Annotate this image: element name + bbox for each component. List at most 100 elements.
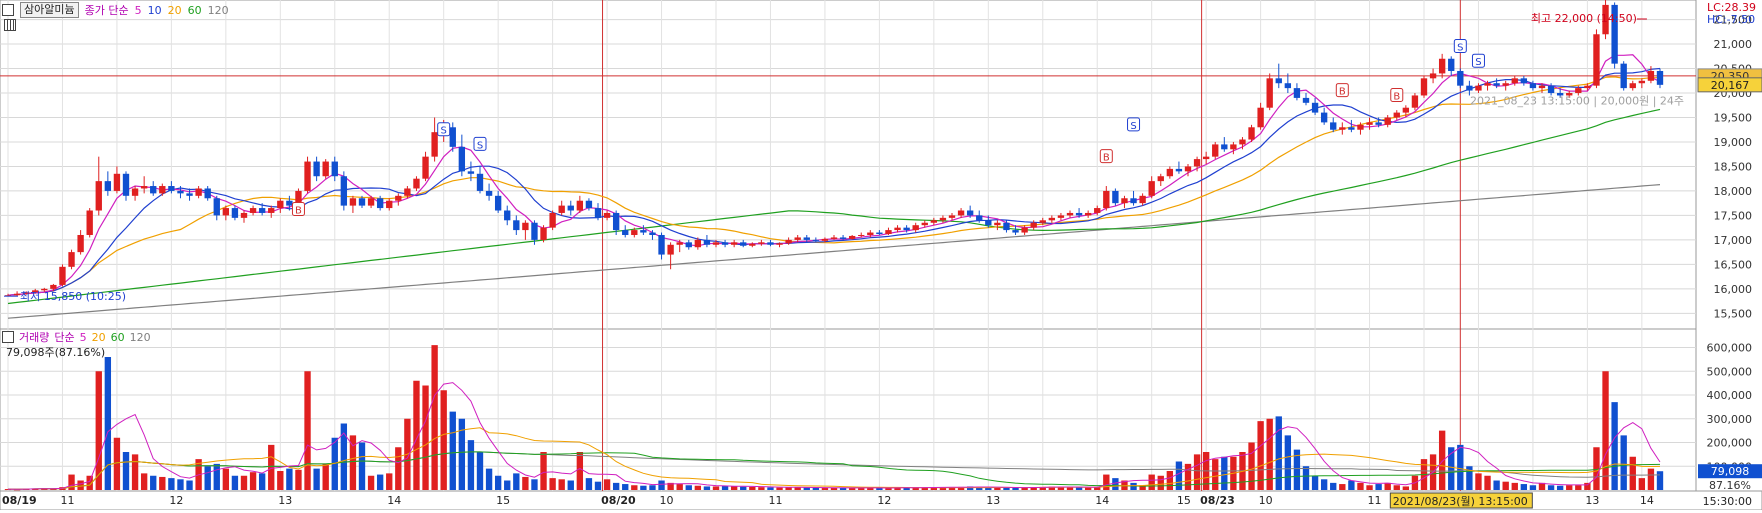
volume-bar [776, 487, 783, 490]
x-axis-label: 13 [1585, 494, 1599, 507]
volume-bar [1266, 418, 1273, 490]
signal-text: 2021_08_23 13:15:00 | 20,000원 | 24주 [1470, 94, 1684, 107]
signal-letter: S [441, 126, 447, 137]
volume-bar [1629, 456, 1636, 490]
volume-bar [476, 452, 484, 490]
volume-bar [1366, 485, 1373, 490]
candle-body [1257, 107, 1264, 128]
ma-period-120: 120 [207, 3, 229, 17]
candle-body [104, 181, 112, 191]
volume-bar [268, 444, 275, 490]
volume-bar [349, 435, 357, 490]
candle-body [676, 242, 683, 245]
volume-bar [939, 487, 947, 490]
candle-body [168, 186, 175, 191]
candle-body [13, 293, 21, 296]
candle-body [985, 220, 992, 226]
current-volume-box [1698, 464, 1762, 479]
volume-bar [1511, 482, 1518, 490]
volume-bar [422, 385, 429, 490]
volume-bar [594, 481, 602, 490]
volume-bar [1212, 459, 1219, 490]
volume-bar [1275, 416, 1282, 490]
stock-name[interactable]: 삼아알미늄 [20, 2, 79, 18]
candle-body [957, 210, 965, 216]
volume-bar [95, 371, 102, 490]
candle-body [1647, 70, 1655, 81]
candle-body [821, 238, 829, 241]
candle-body [485, 190, 493, 196]
candle-body [86, 210, 93, 235]
volume-bar [322, 463, 329, 490]
volume-bar [1575, 485, 1582, 490]
volume-bar [177, 479, 184, 490]
ma-period-10: 10 [147, 3, 162, 17]
candle-body [1266, 78, 1273, 108]
candle-body [730, 242, 738, 245]
volume-bar [77, 480, 84, 490]
volume-bar [249, 472, 257, 490]
volume-bar [749, 486, 756, 490]
candle-body [313, 161, 320, 177]
cursor-date-label: 2021/08/23(월) 13:15:00 [1393, 495, 1528, 508]
current-volume: 79,098주(87.16%) [6, 346, 106, 359]
candle-body [1330, 122, 1337, 130]
candle-body [476, 173, 484, 191]
lc-hc-readout: LC:28.39 HC:-7.50 [1707, 2, 1756, 26]
volume-settings-icon[interactable] [2, 331, 14, 343]
candle-body [567, 205, 574, 211]
ma-label: 종가 단순 [84, 4, 129, 17]
signal-box [1390, 87, 1404, 102]
volume-bar [1330, 482, 1337, 490]
volume-bar [1193, 454, 1201, 490]
volume-bar [1066, 487, 1074, 490]
signal-letter: S [477, 140, 483, 151]
volume-bar [1393, 485, 1400, 490]
volume-bar [1547, 485, 1555, 490]
volume-bar [1021, 487, 1028, 490]
candle-body [1438, 58, 1446, 74]
volume-bar [740, 486, 747, 490]
candle-body [331, 161, 338, 177]
volume-bar [730, 486, 738, 490]
candle-body [1148, 181, 1155, 196]
volume-bar [504, 480, 511, 490]
grid-toggle-icon[interactable] [4, 19, 16, 31]
x-axis-label: 11 [60, 494, 74, 507]
candle-body [1202, 156, 1210, 160]
volume-ma-period-120: 120 [129, 330, 151, 344]
volume-bar [948, 487, 956, 490]
volume-bar [1284, 435, 1292, 490]
candle-body [1620, 63, 1627, 89]
candle-body [994, 222, 1001, 226]
ma-periods: 5 10 20 60 120 [135, 4, 235, 17]
buy-signal-marker: B [1099, 149, 1113, 164]
volume-bar [903, 487, 910, 490]
x-axis-label: 13 [278, 494, 292, 507]
candle-body [177, 190, 184, 194]
candle-body [1602, 4, 1609, 35]
volume-tick-label: 500,000 [1707, 365, 1753, 378]
candle-body [249, 208, 257, 213]
volume-bar [576, 452, 584, 490]
candle-body [268, 208, 275, 213]
volume-bar [304, 371, 311, 490]
volume-ma-period-20: 20 [91, 330, 106, 344]
candle-body [1175, 168, 1183, 172]
candle-body [1230, 144, 1237, 150]
signal-letter: B [1103, 153, 1110, 164]
price-ma-120-line [7, 184, 1661, 319]
candle-body [258, 208, 266, 213]
candle-body [1393, 112, 1400, 118]
candle-body [458, 146, 466, 172]
volume-bar [894, 487, 901, 490]
volume-bar [794, 487, 801, 490]
volume-bar [1248, 442, 1255, 490]
candle-body [558, 205, 565, 213]
candle-body [549, 212, 556, 228]
settings-square-icon[interactable] [2, 4, 14, 16]
candle-body [1547, 85, 1555, 94]
hc-label: HC:-7.50 [1706, 13, 1756, 26]
